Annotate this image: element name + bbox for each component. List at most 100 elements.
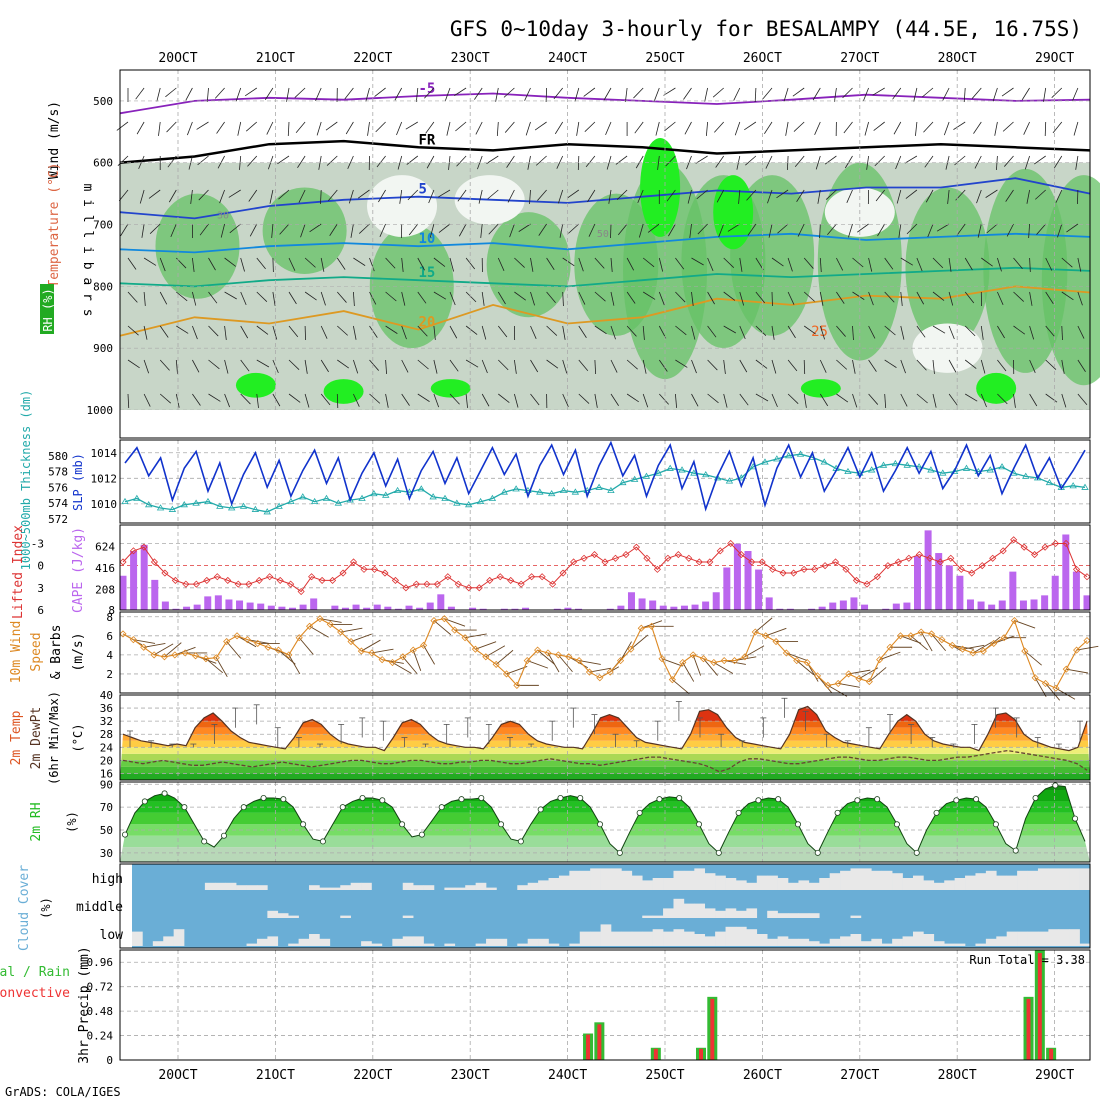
cloud-cover-bar: [756, 934, 768, 946]
wind-barb: [319, 618, 342, 623]
upper-wind-barb: [538, 223, 547, 236]
wind-tick-label: 6: [106, 630, 113, 643]
upper-wind-barb: [401, 291, 406, 306]
cape-bar: [172, 608, 180, 610]
upper-wind-barb: [1029, 257, 1031, 273]
temp-color-band: [120, 753, 1090, 761]
upper-wind-barb: [953, 121, 966, 130]
cloud-cover-bar: [642, 880, 653, 890]
cloud-cover-bar: [204, 882, 216, 890]
upper-wind-barb: [792, 87, 805, 97]
wind-barb: [630, 634, 649, 650]
isotherm-line: [119, 139, 1091, 164]
rh-marker: [478, 795, 485, 802]
thickness-marker: [263, 508, 271, 515]
wind-speed-marker: [876, 656, 884, 664]
cloud-cover-bar: [798, 913, 810, 918]
wind-speed-marker: [357, 647, 365, 655]
upper-wind-barb: [578, 325, 587, 338]
wind-speed-marker: [865, 677, 873, 686]
upper-wind-barb: [198, 189, 209, 201]
cloud-cover-bar: [600, 924, 612, 946]
upper-wind-barb: [530, 325, 537, 339]
upper-wind-barb: [135, 87, 145, 100]
cloud-cover-bar: [309, 934, 320, 946]
wind-speed-marker: [243, 636, 251, 644]
lifted-index-marker: [465, 584, 473, 592]
cape-bar: [903, 602, 911, 610]
cape-bar: [712, 592, 720, 610]
cloud-cover-bar: [808, 882, 820, 890]
lifted-index-marker: [182, 580, 190, 588]
upper-wind-barb: [385, 291, 397, 302]
upper-wind-barb: [825, 189, 837, 200]
cape-bar: [469, 607, 477, 610]
upper-wind-barb: [554, 121, 564, 135]
upper-wind-barb: [727, 223, 741, 232]
upper-wind-barb: [353, 291, 355, 306]
upper-wind-barb: [819, 291, 824, 306]
precip-convective-bar: [710, 998, 715, 1060]
cloud-cover-bar: [735, 910, 747, 918]
upper-wind-barb: [1001, 87, 1014, 97]
cape-bar: [1062, 534, 1070, 610]
upper-wind-barb: [1021, 87, 1030, 101]
thickness-marker: [986, 466, 994, 473]
upper-wind-barb: [705, 121, 708, 136]
cloud-cover-bar: [892, 873, 903, 890]
cloud-cover-bar: [340, 915, 351, 918]
wind-ylabel-line2: Speed: [29, 632, 44, 671]
cape-bar: [204, 596, 212, 610]
cloud-cover-bar: [548, 878, 560, 890]
upper-wind-barb: [240, 325, 249, 339]
thickness-marker: [879, 461, 888, 468]
upper-wind-barb: [272, 393, 281, 407]
rh-marker: [755, 797, 762, 804]
upper-wind-barb: [271, 223, 274, 238]
cape-bar: [225, 599, 233, 610]
upper-wind-barb: [116, 121, 129, 131]
rh-frame: [119, 781, 1091, 863]
rh-marker: [319, 838, 326, 845]
cloud-cover-bar: [621, 931, 633, 946]
upper-wind-barb: [530, 359, 539, 373]
upper-wind-barb: [585, 155, 596, 168]
upper-wind-barb: [948, 359, 957, 373]
cloud-cover-bar: [475, 943, 487, 946]
upper-wind-barb: [224, 291, 237, 300]
upper-wind-barb: [576, 121, 580, 136]
upper-wind-barb: [642, 257, 655, 268]
upper-wind-barb: [707, 393, 719, 404]
wind-speed-marker: [399, 653, 407, 661]
upper-wind-barb: [530, 291, 535, 306]
thickness-marker: [1033, 474, 1042, 481]
wind-speed-marker: [782, 649, 790, 657]
cloud-cover-bar: [788, 882, 799, 890]
thickness-ylabel: 1000~500mb Thickness (dm): [19, 390, 33, 571]
upper-wind-barb: [932, 393, 937, 408]
upper-wind-barb: [852, 257, 864, 268]
lifted-index-marker: [769, 565, 777, 573]
upper-wind-barb: [707, 325, 717, 338]
cloud-cover-bar: [985, 938, 997, 946]
pressure-tick-label: 500: [93, 95, 113, 108]
wind-barb: [558, 654, 573, 673]
chart-title: GFS 0~10day 3-hourly for BESALAMPY (44.5…: [450, 17, 1082, 41]
cloud-cover-bar: [402, 936, 414, 946]
lifted-index-marker: [381, 569, 389, 577]
thickness-marker: [559, 486, 568, 493]
cloud-cover-bar: [704, 873, 716, 890]
upper-wind-barb: [739, 291, 745, 306]
upper-wind-barb: [836, 291, 845, 304]
upper-wind-barb: [852, 359, 856, 374]
upper-wind-barb: [675, 257, 685, 270]
cloud-cover-bar: [996, 936, 1007, 946]
upper-wind-barb: [514, 359, 517, 374]
cloud-cover-bar: [756, 875, 768, 890]
upper-wind-barb: [546, 359, 559, 369]
wind-speed-marker: [1083, 637, 1091, 645]
cloud-cover-bar: [569, 870, 581, 890]
cloud-cover-bar: [631, 931, 643, 946]
upper-wind-barb: [964, 291, 975, 304]
cloud-cover-bar: [704, 908, 716, 918]
